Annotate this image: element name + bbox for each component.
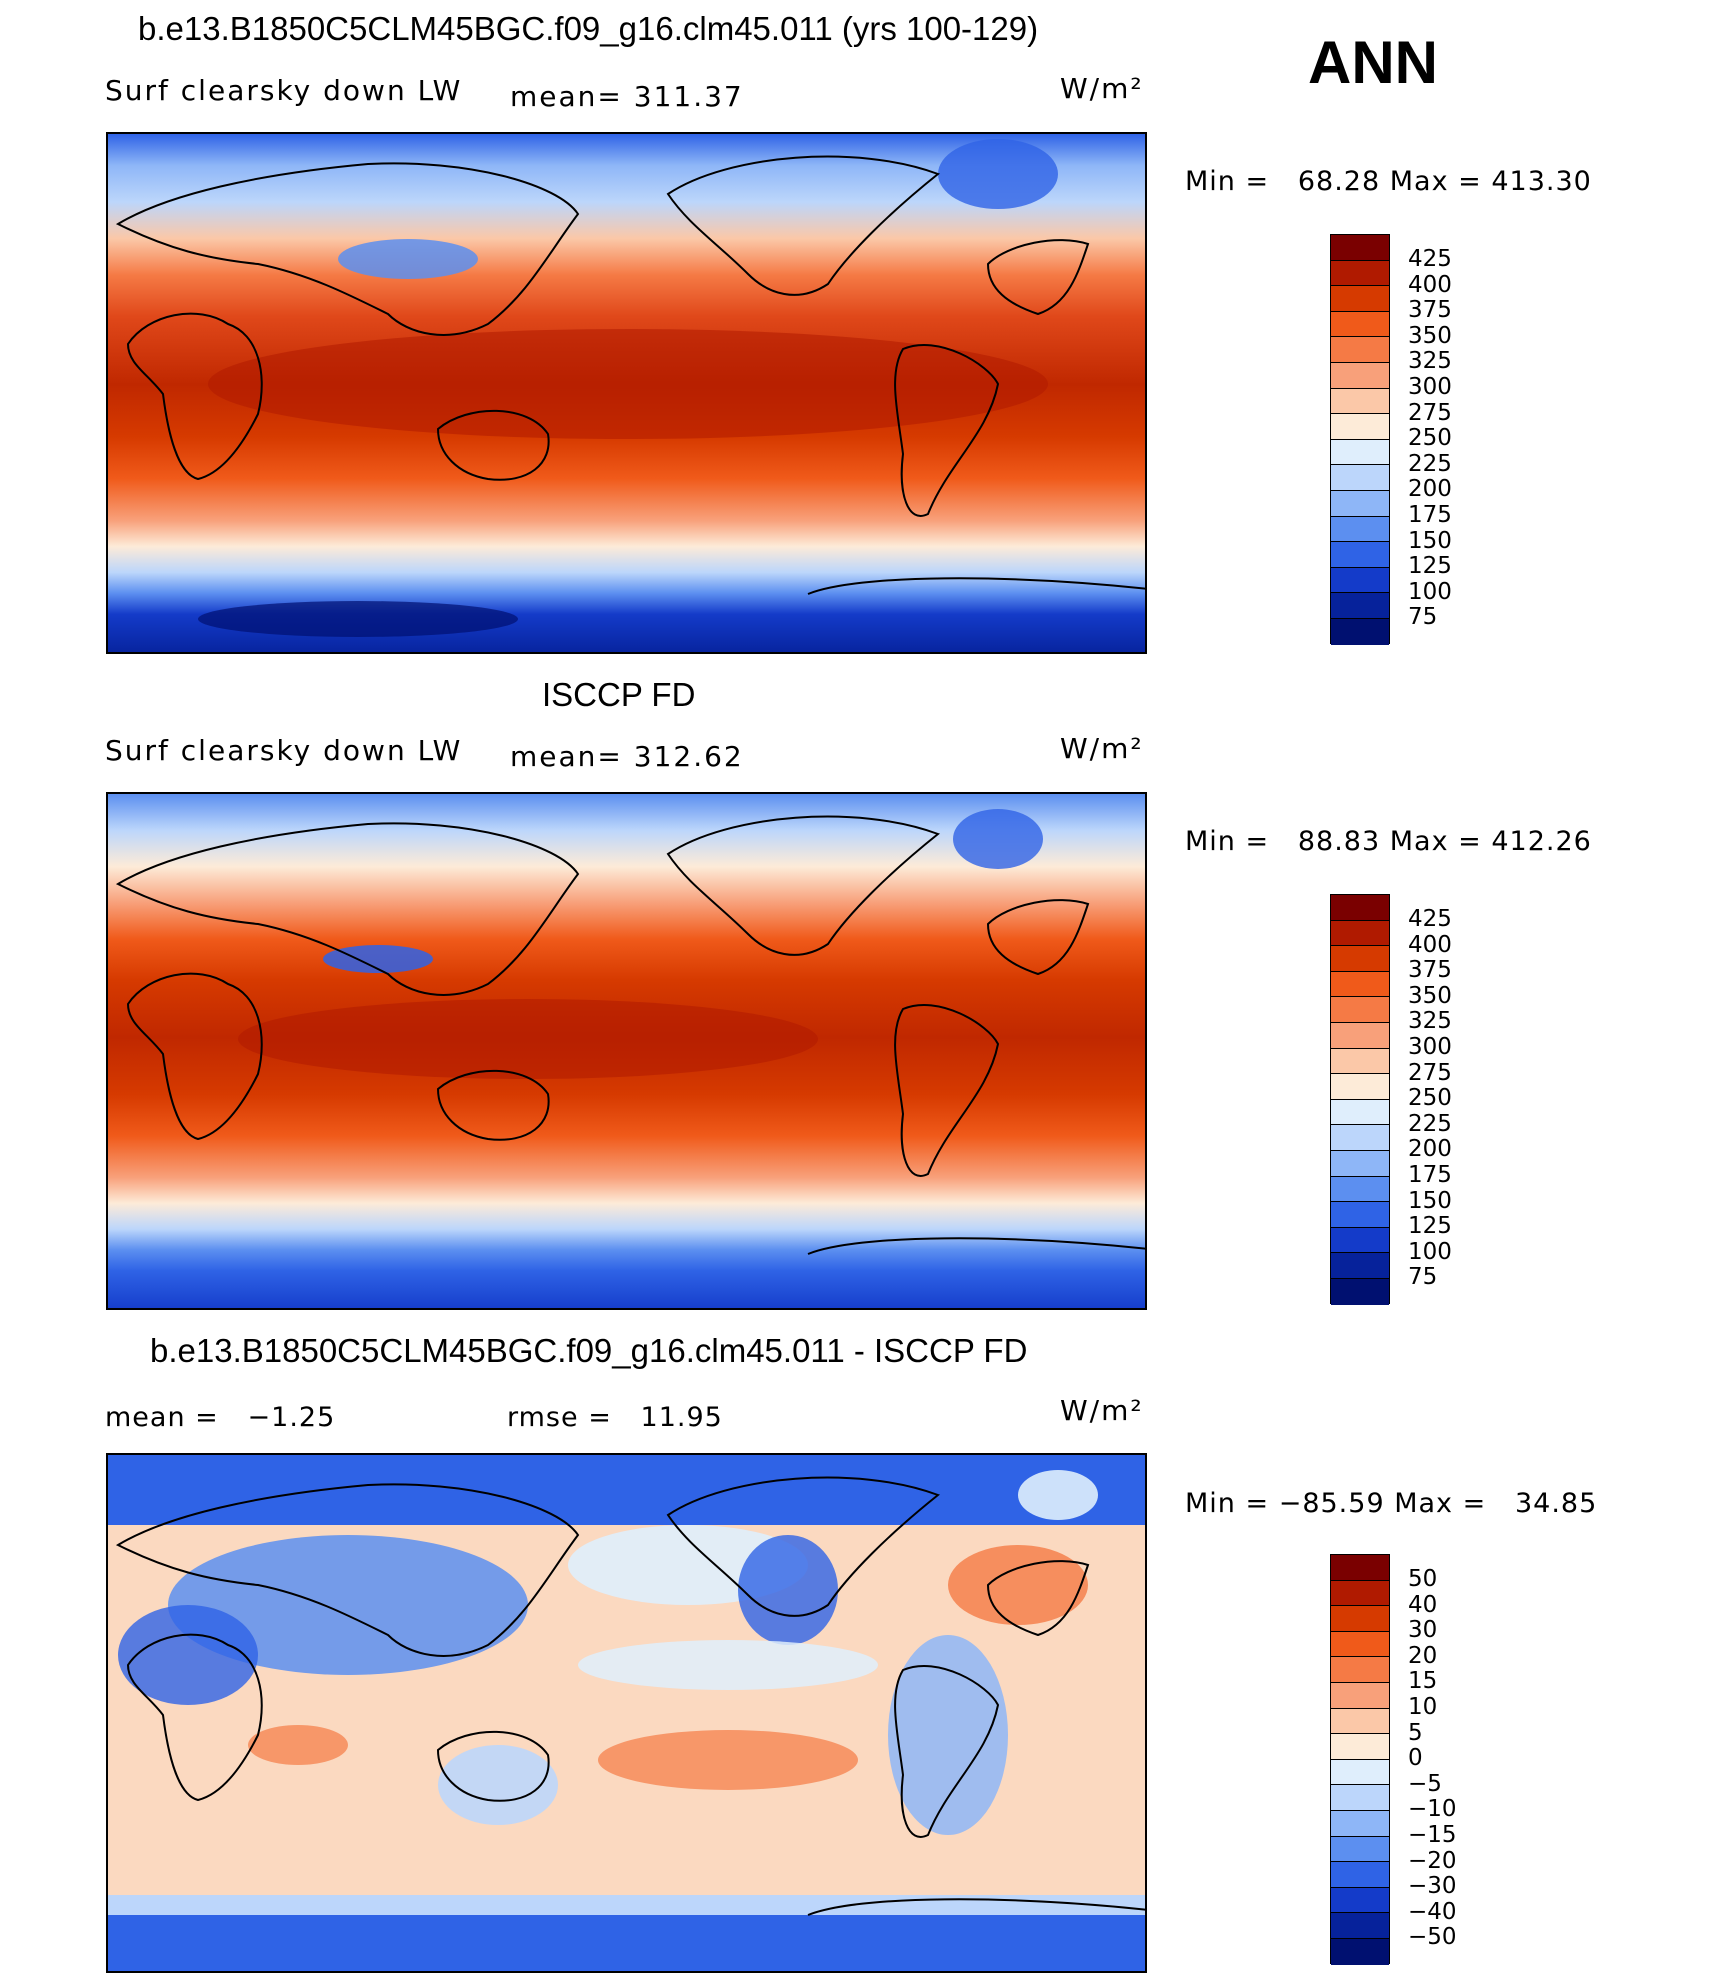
panel3-units: W/m² — [1060, 1394, 1144, 1427]
tick-label: 125 — [1408, 553, 1452, 579]
tick-label: 125 — [1408, 1213, 1452, 1239]
tick-label: −10 — [1408, 1796, 1457, 1822]
tick-label: 225 — [1408, 451, 1452, 477]
panel2-colorbar — [1330, 894, 1390, 1305]
tick-label: 10 — [1408, 1694, 1438, 1720]
tick-label: 100 — [1408, 1239, 1452, 1265]
panel2-title: ISCCP FD — [542, 676, 696, 713]
tick-label: 425 — [1408, 246, 1452, 272]
tick-label: 150 — [1408, 1188, 1452, 1214]
panel1-map — [106, 132, 1147, 654]
tick-label: 275 — [1408, 1060, 1452, 1086]
tick-label: 40 — [1408, 1592, 1438, 1618]
tick-label: 350 — [1408, 983, 1452, 1009]
continent-outlines — [115, 815, 1145, 1255]
tick-label: 75 — [1408, 604, 1438, 630]
tick-label: −30 — [1408, 1873, 1457, 1899]
panel3-colorbar — [1330, 1554, 1390, 1965]
tick-label: 175 — [1408, 502, 1452, 528]
tick-label: 75 — [1408, 1264, 1438, 1290]
tick-label: 325 — [1408, 348, 1452, 374]
tick-label: 5 — [1408, 1720, 1423, 1746]
tick-label: 15 — [1408, 1668, 1438, 1694]
tick-label: −20 — [1408, 1848, 1457, 1874]
panel2-variable: Surf clearsky down LW — [105, 734, 463, 767]
panel3-title: b.e13.B1850C5CLM45BGC.f09_g16.clm45.011 … — [150, 1332, 1028, 1369]
tick-label: 175 — [1408, 1162, 1452, 1188]
tick-label: −15 — [1408, 1822, 1457, 1848]
tick-label: 425 — [1408, 906, 1452, 932]
tick-label: 300 — [1408, 374, 1452, 400]
continent-outlines — [115, 155, 1145, 595]
tick-label: 300 — [1408, 1034, 1452, 1060]
tick-label: 150 — [1408, 528, 1452, 554]
panel2-map — [106, 792, 1147, 1310]
tick-label: 250 — [1408, 425, 1452, 451]
continent-outlines — [115, 1476, 1145, 1916]
tick-label: 375 — [1408, 957, 1452, 983]
tick-label: 275 — [1408, 400, 1452, 426]
panel2-units: W/m² — [1060, 732, 1144, 765]
panel3-mean: mean = −1.25 — [105, 1402, 336, 1433]
tick-label: 400 — [1408, 932, 1452, 958]
tick-label: 350 — [1408, 323, 1452, 349]
tick-label: 325 — [1408, 1008, 1452, 1034]
tick-label: 200 — [1408, 476, 1452, 502]
panel1-title: b.e13.B1850C5CLM45BGC.f09_g16.clm45.011 … — [138, 10, 1039, 47]
tick-label: 375 — [1408, 297, 1452, 323]
panel3-map — [106, 1453, 1147, 1973]
tick-label: −50 — [1408, 1924, 1457, 1950]
tick-label: 20 — [1408, 1643, 1438, 1669]
tick-label: −5 — [1408, 1771, 1442, 1797]
tick-label: −40 — [1408, 1899, 1457, 1925]
panel1-variable: Surf clearsky down LW — [105, 74, 463, 107]
tick-label: 50 — [1408, 1566, 1438, 1592]
season-label: ANN — [1308, 29, 1438, 96]
panel2-minmax: Min = 88.83 Max = 412.26 — [1185, 826, 1592, 857]
tick-label: 200 — [1408, 1136, 1452, 1162]
panel3-minmax: Min = −85.59 Max = 34.85 — [1185, 1488, 1598, 1519]
panel2-mean: mean= 312.62 — [510, 740, 744, 773]
panel1-colorbar — [1330, 234, 1390, 645]
tick-label: 400 — [1408, 272, 1452, 298]
panel1-units: W/m² — [1060, 72, 1144, 105]
tick-label: 0 — [1408, 1745, 1423, 1771]
panel1-minmax: Min = 68.28 Max = 413.30 — [1185, 166, 1592, 197]
tick-label: 225 — [1408, 1111, 1452, 1137]
panel3-rmse: rmse = 11.95 — [507, 1402, 723, 1433]
tick-label: 100 — [1408, 579, 1452, 605]
tick-label: 250 — [1408, 1085, 1452, 1111]
panel1-mean: mean= 311.37 — [510, 80, 744, 113]
tick-label: 30 — [1408, 1617, 1438, 1643]
